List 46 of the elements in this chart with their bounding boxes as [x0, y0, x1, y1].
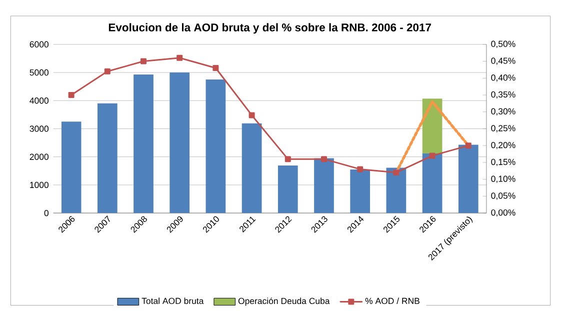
- y2-tick-label: 0,00%: [491, 210, 516, 217]
- bar: [422, 154, 442, 214]
- y-tick-label: 6000: [30, 41, 49, 48]
- bar: [242, 123, 262, 214]
- chart-title: Evolucion de la AOD bruta y del % sobre la RNB. 2006 - 2017: [108, 23, 431, 34]
- point: [212, 65, 219, 72]
- y-tick-label: 1000: [30, 182, 49, 188]
- point: [140, 58, 146, 64]
- y2-tick-label: 0,45%: [491, 58, 516, 65]
- y2-tick-label: 0,20%: [491, 142, 516, 150]
- bar: [314, 158, 334, 214]
- bar: [61, 122, 82, 214]
- point: [429, 152, 436, 159]
- y2-tick-label: 0,15%: [491, 158, 516, 166]
- point: [176, 54, 183, 61]
- legend-label: % AOD / RNB: [365, 298, 420, 304]
- y2-tick-label: 0,10%: [491, 176, 516, 183]
- point: [357, 166, 364, 172]
- bar: [278, 166, 298, 214]
- y2-tick-label: 0,35%: [491, 91, 516, 99]
- point: [321, 156, 327, 162]
- legend-label: Total AOD bruta: [142, 298, 204, 304]
- y-tick-label: 0: [44, 210, 49, 216]
- point: [393, 170, 400, 176]
- y-tick-label: 5000: [30, 69, 49, 76]
- point: [248, 112, 255, 118]
- y2-tick-label: 0,05%: [491, 192, 516, 200]
- bar: [170, 72, 190, 214]
- y-tick-label: 3000: [30, 126, 49, 132]
- bar: [206, 80, 226, 214]
- bar: [350, 170, 370, 214]
- legend-label: Operación Deuda Cuba: [238, 298, 330, 306]
- y2-tick-label: 0,40%: [491, 74, 516, 82]
- bar: [134, 74, 154, 214]
- point: [68, 92, 74, 98]
- bar: [458, 144, 478, 214]
- point: [465, 142, 472, 149]
- y2-tick-label: 0,50%: [491, 40, 516, 48]
- bar: [97, 103, 118, 214]
- bar: [386, 168, 406, 214]
- y-tick-label: 4000: [30, 98, 49, 104]
- y-tick-label: 2000: [30, 154, 49, 160]
- point: [104, 68, 110, 74]
- y2-tick-label: 0,30%: [491, 108, 516, 116]
- point: [284, 156, 291, 162]
- y2-tick-label: 0,25%: [491, 125, 516, 132]
